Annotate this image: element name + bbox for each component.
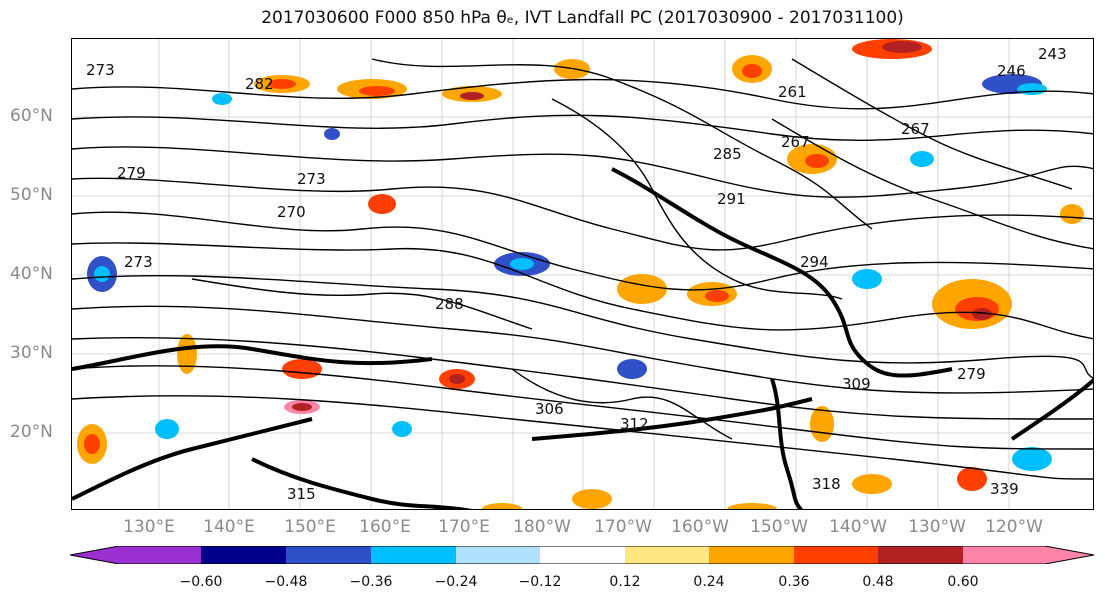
colorbar-tick-label: −0.24 [434,574,478,590]
contour-label: 279 [957,365,986,383]
lon-label: 180°W [513,517,571,537]
colorbar-segment [286,546,371,564]
theta-e-contours [72,58,1093,480]
contour-label: 261 [778,83,807,101]
lon-label: 150°E [284,517,336,537]
colorbar-tick-label: 0.12 [609,574,641,590]
thick-contours [72,167,1093,509]
lat-label: 50°N [10,185,53,205]
contour-label: 312 [620,415,649,433]
contour-label: 285 [713,145,742,163]
contour-label: 306 [535,400,564,418]
contour-label: 267 [781,133,810,151]
lon-label: 160°E [359,517,411,537]
lon-label: 140°E [203,517,255,537]
lat-label: 60°N [10,106,53,126]
contour-label: 279 [117,164,146,182]
lon-label: 160°W [671,517,729,537]
contour-label: 273 [124,253,153,271]
lon-label: 130°E [123,517,175,537]
colorbar-segment [371,546,456,564]
map-title: 2017030600 F000 850 hPa θₑ, IVT Landfall… [261,8,904,28]
lon-label: 150°W [750,517,808,537]
contour-label: 318 [812,475,841,493]
contour-label: 246 [997,62,1026,80]
anomaly-fill-patches [77,39,1084,509]
contour-label: 315 [287,485,316,503]
colorbar-segment [540,546,625,564]
colorbar-segment [456,546,540,564]
lon-label: 140°W [829,517,887,537]
contour-label: 282 [245,75,274,93]
colorbar-segment [70,546,201,564]
lon-label: 130°W [908,517,966,537]
colorbar-tick-label: 0.48 [862,574,894,590]
colorbar-segment [201,546,286,564]
colorbar-tick-label: −0.36 [349,574,393,590]
map-panel: 273 282 279 267 273 270 273 288 285 291 … [71,38,1094,510]
lon-label: 170°E [438,517,490,537]
map-canvas: 273 282 279 267 273 270 273 288 285 291 … [72,39,1093,509]
colorbar-tick-label: 0.36 [778,574,810,590]
colorbar-tick-label: −0.48 [264,574,308,590]
contour-label: 309 [842,375,871,393]
lat-label: 40°N [10,264,53,284]
lon-label: 120°W [985,517,1043,537]
colorbar-tick-label: −0.12 [518,574,562,590]
contour-label: 267 [901,120,930,138]
colorbar-segment [794,546,878,564]
contour-label: 294 [800,253,829,271]
colorbar-tick-label: 0.60 [947,574,979,590]
contour-label: 273 [297,170,326,188]
colorbar [70,546,1094,564]
lon-label: 170°W [594,517,652,537]
colorbar-segment [963,546,1094,564]
colorbar-segment [625,546,709,564]
contour-labels: 273 282 279 267 273 270 273 288 285 291 … [86,45,1067,503]
contour-label: 291 [717,190,746,208]
lat-label: 20°N [10,422,53,442]
contour-label: 270 [277,203,306,221]
colorbar-tick-label: −0.60 [179,574,223,590]
colorbar-segment [709,546,794,564]
colorbar-tick-label: 0.24 [693,574,725,590]
contour-label: 273 [86,61,115,79]
colorbar-segment [878,546,963,564]
contour-label: 243 [1038,45,1067,63]
contour-label: 339 [990,480,1019,498]
lat-label: 30°N [10,343,53,363]
contour-label: 288 [435,295,464,313]
